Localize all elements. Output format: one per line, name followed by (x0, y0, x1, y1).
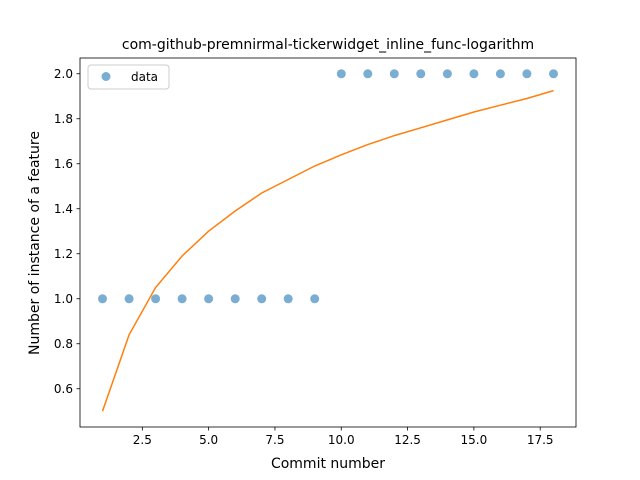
data-point (363, 69, 373, 79)
x-tick-label: 2.5 (133, 433, 152, 447)
data-point (283, 294, 293, 304)
x-tick-label: 5.0 (199, 433, 218, 447)
chart-title: com-github-premnirmal-tickerwidget_inlin… (122, 37, 534, 53)
x-tick-label: 17.5 (527, 433, 554, 447)
fit-line (101, 89, 554, 412)
legend-marker-data (101, 72, 111, 81)
data-point (177, 294, 187, 304)
y-tick-label: 1.6 (54, 157, 73, 171)
y-axis: 0.6 0.8 1.0 1.2 1.4 1.6 1.8 2.0 (54, 67, 80, 396)
x-axis: 2.5 5.0 7.5 10.0 12.5 15.0 17.5 (133, 427, 554, 447)
y-tick-label: 1.8 (54, 112, 73, 126)
data-point (151, 294, 161, 304)
axes-frame (79, 57, 577, 428)
data-point (310, 294, 320, 304)
data-point (469, 69, 479, 79)
data-point (98, 294, 107, 304)
data-point (495, 69, 505, 79)
y-tick-label: 0.8 (54, 337, 73, 351)
plot-area (79, 57, 577, 428)
data-point (257, 294, 267, 304)
y-tick-label: 2.0 (54, 67, 73, 81)
y-tick-label: 0.6 (54, 382, 73, 396)
x-axis-label: Commit number (271, 456, 385, 472)
legend-label-data: data (131, 70, 158, 84)
x-tick-label: 10.0 (328, 433, 355, 447)
data-point (416, 69, 426, 79)
data-point (336, 69, 346, 79)
data-point (204, 294, 214, 304)
data-point (522, 69, 532, 79)
y-tick-label: 1.2 (54, 247, 73, 261)
x-tick-label: 15.0 (461, 433, 488, 447)
legend-box (87, 64, 170, 90)
data-point (549, 69, 558, 79)
legend: data (87, 64, 170, 90)
y-axis-label: Number of instance of a feature (27, 131, 43, 355)
data-point (389, 69, 399, 79)
y-tick-label: 1.0 (54, 292, 73, 306)
x-tick-label: 12.5 (394, 433, 421, 447)
y-tick-label: 1.4 (54, 202, 73, 216)
data-point (124, 294, 134, 304)
data-point (442, 69, 452, 79)
data-point (230, 294, 240, 304)
x-tick-label: 7.5 (265, 433, 284, 447)
